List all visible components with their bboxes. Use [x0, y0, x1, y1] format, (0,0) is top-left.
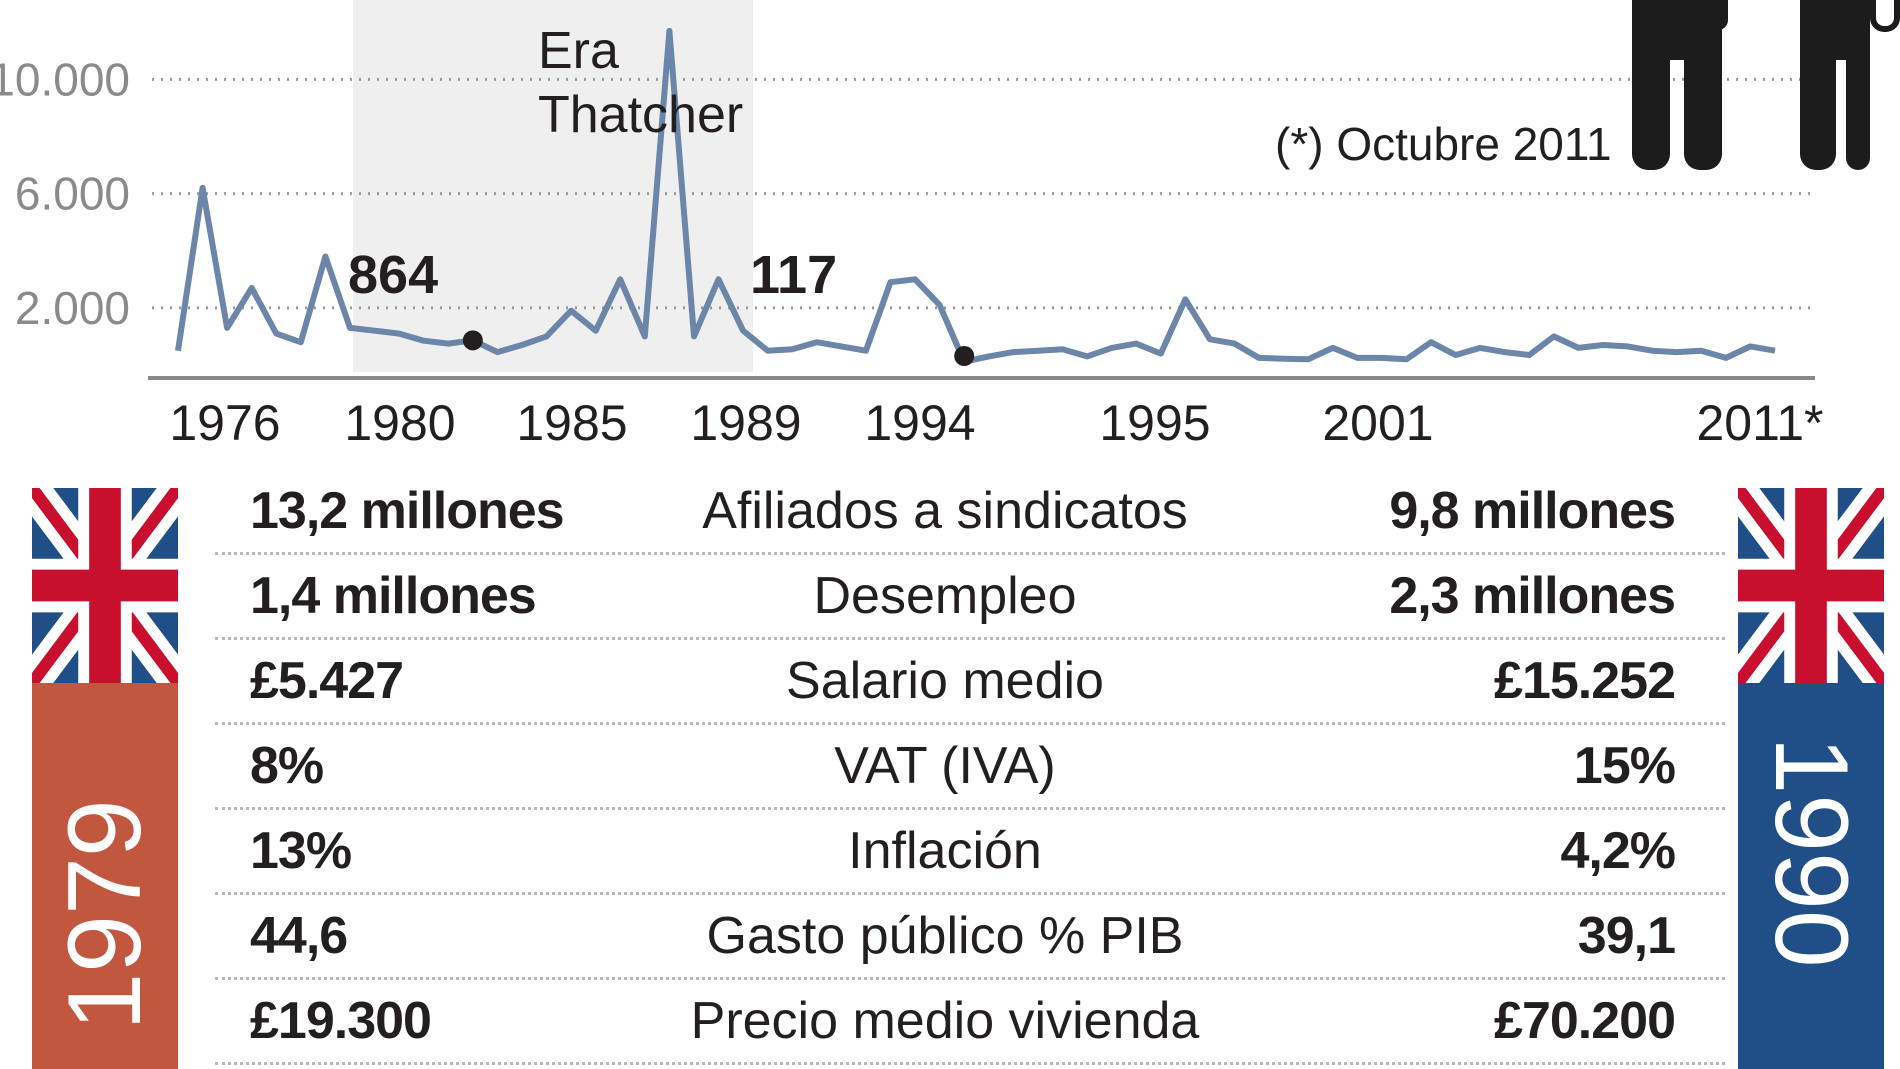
banner-1979-band: [32, 683, 178, 1069]
union-jack-flag-icon: [1738, 488, 1884, 683]
value-1979: 8%: [250, 737, 324, 795]
indicator-label: Gasto público % PIB: [706, 907, 1184, 965]
y-tick-label: 2.000: [15, 282, 130, 334]
value-1979: £19.300: [250, 992, 432, 1050]
era-label-line1: Era: [538, 22, 619, 80]
year-label-1990: 1990: [1753, 736, 1869, 968]
value-1990: 4,2%: [1560, 822, 1676, 880]
person-hand-2: [1870, 0, 1900, 32]
x-tick-label: 2011*: [1697, 395, 1824, 451]
annotation-dot-117: [954, 346, 975, 366]
annotation-label-117: 117: [750, 245, 837, 305]
strikes-line-chart: 10.000 6.000 2.000 1976 1980 1985 1989 1994 199…: [0, 0, 1823, 451]
annotation-label-864: 864: [348, 245, 438, 305]
person-leg-right-1: [1684, 40, 1722, 170]
year-label-1979: 1979: [47, 799, 163, 1031]
banner-1979: [32, 488, 178, 1069]
banner-1990: [1738, 488, 1884, 1069]
series-line: [175, 27, 1776, 365]
value-1990: 9,8 millones: [1389, 482, 1676, 540]
comparison-row: 8% VAT (IVA) 15%: [215, 725, 1725, 810]
x-axis-ticks: 1976 1980 1985 1989 1994 1995 2001 2011*: [169, 395, 1823, 451]
x-tick-label: 1994: [864, 395, 975, 451]
comparison-row: 1,4 millones Desempleo 2,3 millones: [215, 555, 1725, 640]
indicator-label: Desempleo: [813, 567, 1077, 625]
comparison-row: £5.427 Salario medio £15.252: [215, 640, 1725, 725]
x-tick-label: 1976: [169, 395, 280, 451]
value-1990: 15%: [1573, 737, 1676, 795]
y-tick-label: 6.000: [15, 168, 130, 220]
value-1979: £5.427: [250, 652, 404, 710]
value-1990: £70.200: [1494, 992, 1676, 1050]
x-tick-label: 2001: [1322, 395, 1433, 451]
person-hand-1: [1708, 0, 1728, 30]
era-label-line2: Thatcher: [538, 86, 743, 144]
thatcher-era-band: [353, 0, 753, 372]
y-axis-ticks: 10.000 6.000 2.000: [0, 53, 130, 333]
union-jack-flag-icon: [32, 488, 178, 683]
comparison-row: 44,6 Gasto público % PIB 39,1: [215, 895, 1725, 980]
comparison-row: 13,2 millones Afiliados a sindicatos 9,8 m…: [215, 470, 1725, 555]
footnote: (*) Octubre 2011: [1275, 118, 1612, 170]
indicator-label: Afiliados a sindicatos: [702, 482, 1188, 540]
x-tick-label: 1980: [344, 395, 455, 451]
indicator-label: Inflación: [848, 822, 1042, 880]
value-1990: £15.252: [1494, 652, 1676, 710]
value-1990: 2,3 millones: [1389, 567, 1676, 625]
value-1979: 13%: [250, 822, 352, 880]
annotation-dot-864: [462, 330, 483, 351]
x-tick-label: 1995: [1099, 395, 1210, 451]
x-tick-label: 1989: [690, 395, 801, 451]
comparison-row: 13% Inflación 4,2%: [215, 810, 1725, 895]
comparison-table: 13,2 millones Afiliados a sindicatos 9,8 m…: [215, 470, 1725, 1065]
indicator-label: Precio medio vivienda: [690, 992, 1200, 1050]
x-tick-label: 1985: [516, 395, 627, 451]
person-leg-left-2: [1800, 40, 1836, 170]
indicator-label: VAT (IVA): [834, 737, 1056, 795]
person-leg-left-1: [1632, 40, 1670, 170]
indicator-label: Salario medio: [786, 652, 1104, 710]
y-tick-label: 10.000: [0, 53, 130, 105]
comparison-row: £19.300 Precio medio vivienda £70.200: [215, 980, 1725, 1065]
value-1979: 44,6: [250, 907, 348, 965]
value-1979: 1,4 millones: [250, 567, 537, 625]
banner-1990-band: [1738, 683, 1884, 1069]
person-leg-right-2: [1846, 40, 1870, 170]
value-1990: 39,1: [1577, 907, 1676, 965]
value-1979: 13,2 millones: [250, 482, 565, 540]
